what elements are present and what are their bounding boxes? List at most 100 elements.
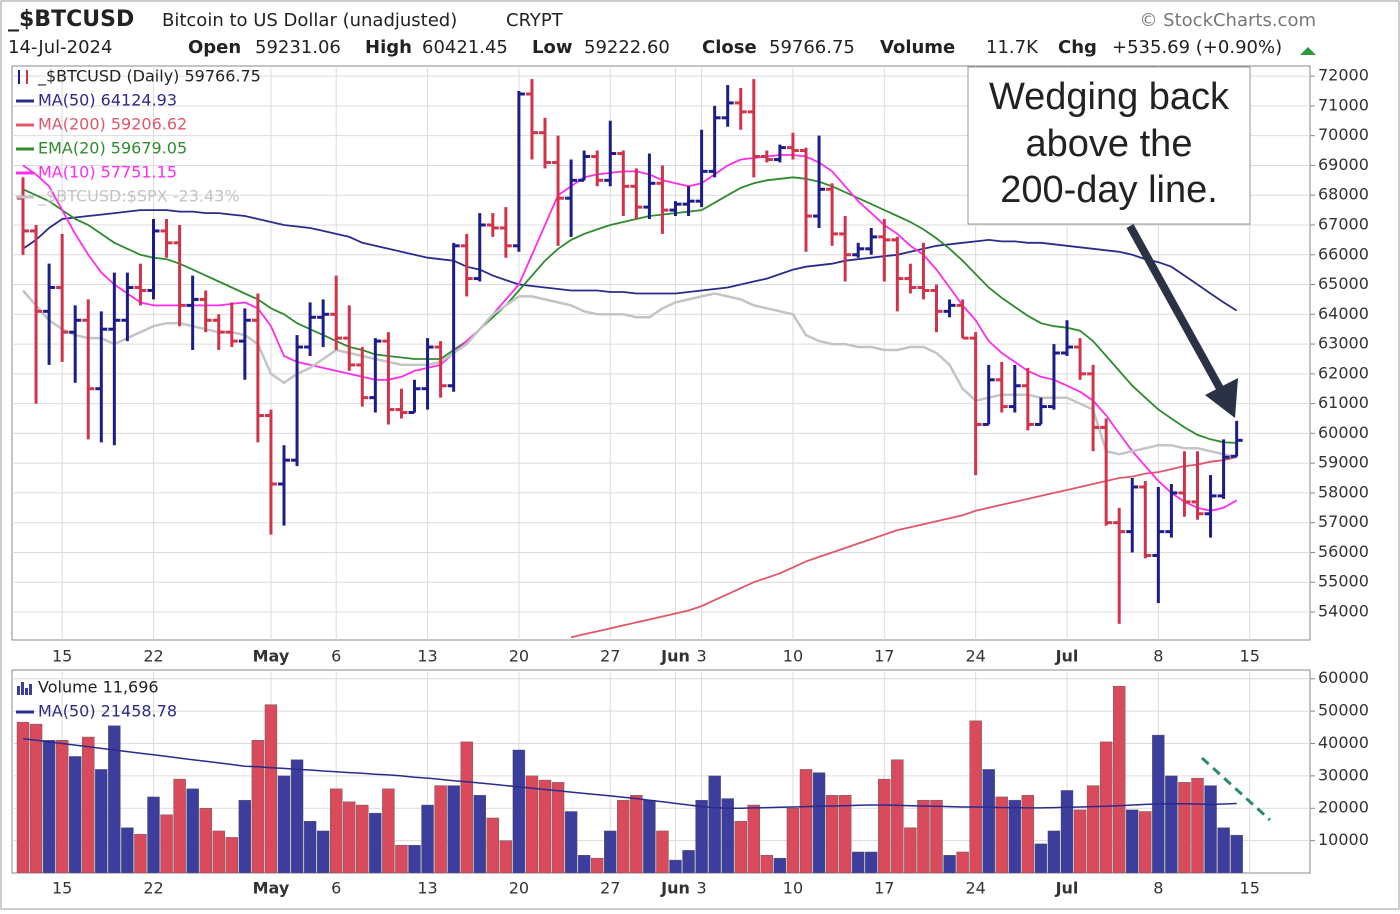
volume-bar <box>721 798 734 873</box>
description: Bitcoin to US Dollar (unadjusted) <box>162 10 457 31</box>
volume-bar <box>460 741 473 873</box>
volume-bar <box>212 830 225 873</box>
y-tick-label: 64000 <box>1318 304 1369 323</box>
volume-bar <box>878 778 891 873</box>
y-tick-label: 68000 <box>1318 185 1369 204</box>
volume-bar <box>825 795 839 873</box>
volume-bar <box>434 785 447 873</box>
volume-lines <box>22 737 1237 809</box>
volume-bar <box>1139 811 1152 873</box>
close-value: 59766.75 <box>769 37 855 58</box>
volume-bar <box>773 857 787 873</box>
volume-bar <box>577 854 591 873</box>
high-label: High <box>365 37 412 58</box>
volume-bar <box>82 736 95 873</box>
legend-label: MA(200) 59206.62 <box>38 115 187 134</box>
symbol: _$BTCUSD <box>8 7 134 32</box>
volume-label: Volume <box>880 37 955 58</box>
high-value: 60421.45 <box>422 37 508 58</box>
y-tick-label: 40000 <box>1318 733 1369 752</box>
volume-bar <box>121 827 134 873</box>
y-tick-label: 62000 <box>1318 363 1369 382</box>
volume-bar <box>786 808 800 873</box>
date: 14-Jul-2024 <box>8 37 112 58</box>
legend-icon <box>21 682 24 695</box>
y-tick-label: 69000 <box>1318 155 1369 174</box>
volume-bar <box>343 801 356 873</box>
x-tick-label: 27 <box>600 879 620 898</box>
x-tick-label: Jun <box>660 879 690 898</box>
volume-bar <box>251 740 265 873</box>
volume-bar <box>264 704 278 873</box>
volume-bar <box>1204 785 1217 873</box>
volume-bar <box>369 812 382 873</box>
volume-bar <box>995 796 1008 873</box>
legend-icon <box>29 684 32 695</box>
y-tick-label: 71000 <box>1318 95 1369 114</box>
volume-bar <box>512 749 526 873</box>
volume-bar <box>1217 827 1230 873</box>
volume-bar <box>1008 799 1021 873</box>
x-tick-label: 6 <box>331 879 341 898</box>
volume-bar <box>630 795 643 873</box>
volume-bar <box>1099 741 1113 873</box>
volume-bar <box>395 844 408 873</box>
overlays <box>22 154 1238 639</box>
volume-bar <box>956 851 969 873</box>
x-tick-label: 17 <box>874 647 894 666</box>
volume-bar <box>1112 685 1126 873</box>
volume-bar <box>682 850 695 873</box>
volume-bar <box>930 799 943 873</box>
y-tick-label: 30000 <box>1318 765 1369 784</box>
y-tick-label: 50000 <box>1318 701 1369 720</box>
annotation-line: 200-day line. <box>1000 169 1218 211</box>
volume-bar <box>486 817 499 873</box>
volume-bar <box>356 804 369 873</box>
y-tick-label: 61000 <box>1318 393 1369 412</box>
y-tick-label: 67000 <box>1318 214 1369 233</box>
exchange: CRYPT <box>506 10 564 31</box>
x-tick-label: 17 <box>874 879 894 898</box>
y-tick-label: 59000 <box>1318 453 1369 472</box>
legend-label: _$BTCUSD:$SPX -23.43% <box>37 187 240 207</box>
change-label: Chg <box>1058 37 1097 58</box>
volume-bar <box>160 814 173 873</box>
axes: 5400055000560005700058000590006000061000… <box>52 66 1369 898</box>
annotation-box <box>967 66 1251 225</box>
x-tick-label: 10 <box>783 647 803 666</box>
volume-bar <box>134 833 147 873</box>
x-tick-label: 20 <box>509 879 529 898</box>
y-tick-label: 72000 <box>1318 66 1369 85</box>
legend-icon <box>17 686 20 695</box>
volume-bar <box>734 820 747 873</box>
annotation-line: above the <box>1026 123 1193 165</box>
line <box>22 154 1238 512</box>
y-tick-label: 54000 <box>1318 602 1369 621</box>
volume-bar <box>760 854 774 873</box>
volume-bar <box>16 721 30 873</box>
x-tick-label: 13 <box>417 647 437 666</box>
legend-label: Volume 11,696 <box>38 678 159 697</box>
volume-bar <box>799 769 813 873</box>
x-tick-label: 15 <box>52 879 72 898</box>
open-label: Open <box>188 37 241 58</box>
x-tick-label: 27 <box>600 647 620 666</box>
volume-trend-line <box>1200 756 1272 822</box>
volume-bar <box>55 740 69 873</box>
low-label: Low <box>532 37 572 58</box>
volume-bar <box>904 827 917 873</box>
y-tick-label: 57000 <box>1318 512 1369 531</box>
volume-bar <box>525 775 539 873</box>
open-value: 59231.06 <box>255 37 341 58</box>
volume-bar <box>852 851 865 873</box>
low-value: 59222.60 <box>584 37 670 58</box>
volume-bar <box>290 759 304 873</box>
volume-bar <box>891 759 904 873</box>
volume-bar <box>538 779 552 873</box>
volume-bar <box>225 837 239 873</box>
y-tick-label: 66000 <box>1318 244 1369 263</box>
volume-bar <box>147 796 160 873</box>
volume-bar <box>695 799 708 873</box>
arrow-head <box>1205 378 1238 418</box>
